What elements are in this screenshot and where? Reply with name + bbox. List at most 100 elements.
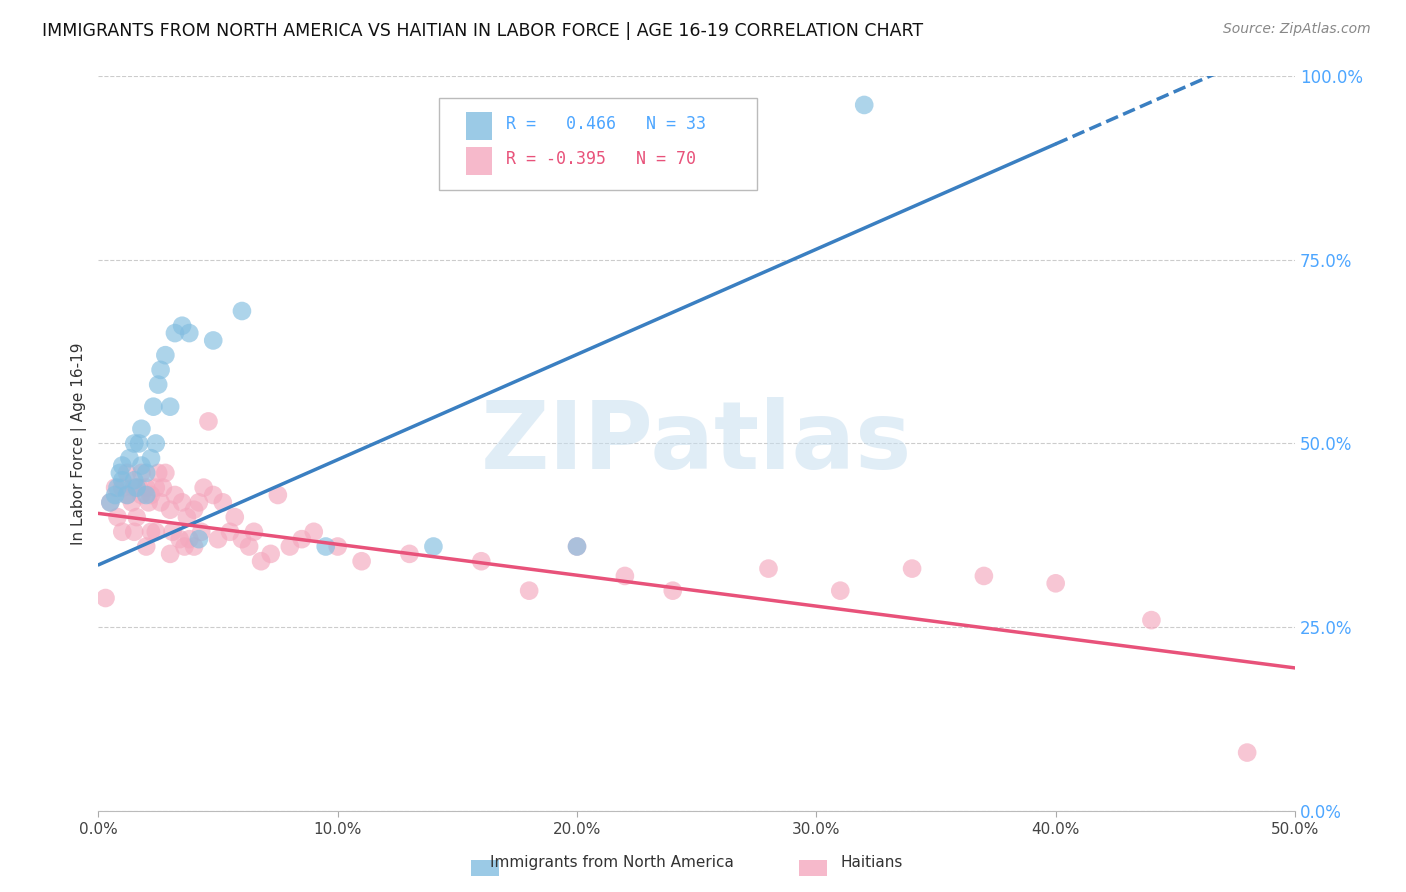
Y-axis label: In Labor Force | Age 16-19: In Labor Force | Age 16-19: [72, 343, 87, 545]
Point: [128, 436, 150, 450]
Point: [163, 488, 186, 502]
Point: [901, 561, 924, 575]
Point: [125, 510, 148, 524]
Point: [125, 481, 148, 495]
Point: [139, 488, 162, 502]
Point: [231, 304, 253, 318]
Point: [145, 481, 167, 495]
Point: [98, 495, 121, 509]
Point: [830, 583, 852, 598]
Point: [111, 473, 134, 487]
Point: [1045, 576, 1067, 591]
Point: [187, 532, 209, 546]
Point: [291, 532, 314, 546]
Point: [758, 561, 780, 575]
Point: [152, 481, 174, 495]
Point: [131, 422, 153, 436]
Point: [111, 481, 134, 495]
Point: [122, 473, 145, 487]
Point: [350, 554, 373, 568]
Point: [135, 466, 157, 480]
Point: [470, 554, 492, 568]
Point: [155, 348, 177, 362]
Point: [224, 510, 246, 524]
Point: [183, 502, 205, 516]
Point: [149, 495, 172, 509]
Point: [162, 524, 184, 539]
Point: [193, 481, 215, 495]
Point: [135, 481, 157, 495]
Point: [139, 451, 162, 466]
FancyBboxPatch shape: [465, 146, 492, 175]
Point: [159, 502, 181, 516]
Point: [250, 554, 273, 568]
Point: [1236, 746, 1258, 760]
Point: [302, 524, 325, 539]
Point: [139, 524, 162, 539]
Point: [111, 458, 134, 473]
Point: [131, 466, 153, 480]
Point: [179, 532, 201, 546]
Point: [172, 495, 194, 509]
Point: [131, 458, 153, 473]
Point: [111, 524, 134, 539]
Point: [104, 488, 127, 502]
Text: R = -0.395   N = 70: R = -0.395 N = 70: [506, 150, 696, 168]
FancyBboxPatch shape: [465, 112, 492, 140]
Point: [118, 451, 141, 466]
Point: [565, 540, 588, 554]
Point: [278, 540, 301, 554]
Point: [183, 540, 205, 554]
Point: [98, 495, 121, 509]
Point: [107, 481, 129, 495]
Point: [187, 495, 209, 509]
Point: [176, 510, 198, 524]
Point: [219, 524, 242, 539]
Point: [172, 318, 194, 333]
Text: Source: ZipAtlas.com: Source: ZipAtlas.com: [1223, 22, 1371, 37]
Text: Immigrants from North America: Immigrants from North America: [489, 855, 734, 870]
Point: [115, 488, 138, 502]
Point: [179, 326, 201, 340]
FancyBboxPatch shape: [440, 97, 756, 190]
Point: [121, 495, 143, 509]
Point: [122, 436, 145, 450]
Point: [115, 488, 138, 502]
Point: [197, 414, 219, 428]
Point: [128, 481, 150, 495]
Point: [202, 334, 225, 348]
Point: [131, 488, 153, 502]
Point: [115, 466, 138, 480]
Point: [142, 400, 165, 414]
Point: [145, 436, 167, 450]
Point: [159, 547, 181, 561]
Point: [326, 540, 349, 554]
Point: [202, 488, 225, 502]
Point: [173, 540, 195, 554]
Point: [107, 510, 129, 524]
Point: [138, 495, 160, 509]
Point: [231, 532, 253, 546]
Point: [145, 524, 167, 539]
Point: [211, 495, 233, 509]
Point: [422, 540, 444, 554]
Point: [315, 540, 337, 554]
Point: [155, 466, 177, 480]
Point: [159, 400, 181, 414]
Text: ZIPatlas: ZIPatlas: [481, 398, 912, 490]
Point: [135, 488, 157, 502]
Point: [613, 569, 636, 583]
Point: [122, 481, 145, 495]
Point: [853, 98, 876, 112]
Point: [565, 540, 588, 554]
Point: [94, 591, 117, 605]
Point: [135, 540, 157, 554]
Point: [398, 547, 420, 561]
Point: [104, 481, 127, 495]
Point: [517, 583, 540, 598]
Point: [267, 488, 290, 502]
Point: [207, 532, 229, 546]
Point: [122, 524, 145, 539]
Point: [973, 569, 995, 583]
Point: [169, 532, 191, 546]
